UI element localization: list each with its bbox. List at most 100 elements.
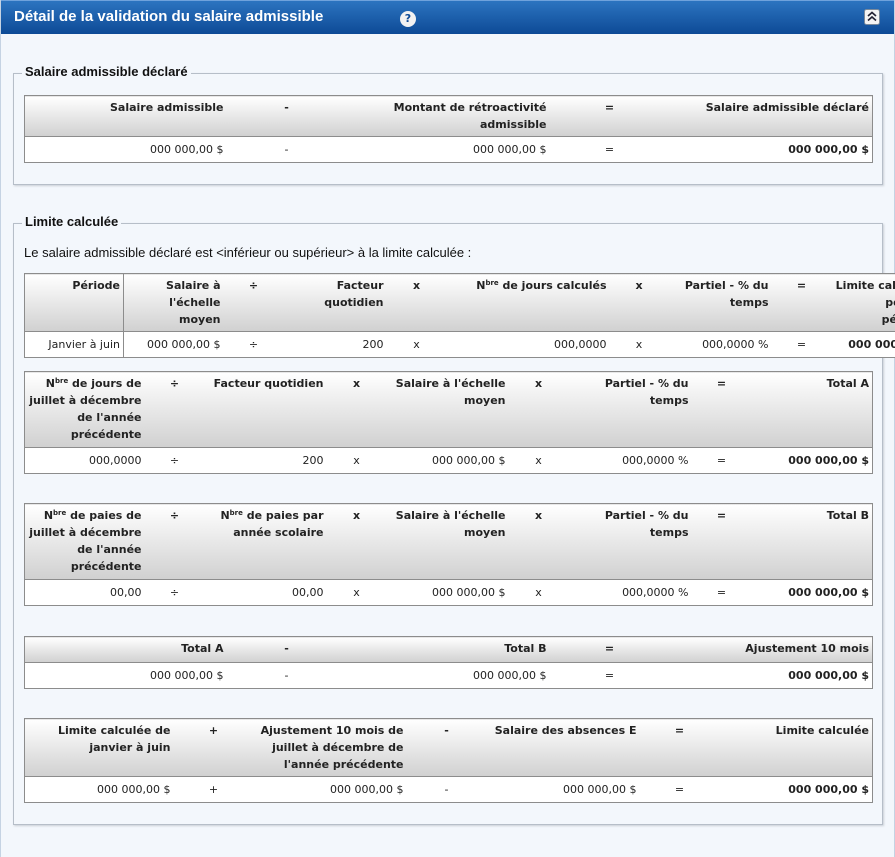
column-header: x: [508, 371, 569, 448]
table-cell: x: [387, 332, 447, 358]
data-row: 00,00 ÷ 00,00 x 000 000,00 $ x 000,0000 % = 000 …: [25, 580, 873, 606]
operator: =: [716, 454, 727, 467]
operator: =: [716, 377, 727, 390]
column-header: Partiel - % du temps: [568, 371, 692, 448]
cell-text: 00,00: [110, 586, 142, 599]
operator: =: [604, 143, 615, 156]
operator: x: [534, 377, 543, 390]
cell-text: 000 000,00 $: [147, 338, 221, 351]
operator: x: [353, 454, 360, 467]
header-row: Total A - Total B = Ajustement 10 mois: [24, 636, 873, 663]
operator: ÷: [169, 586, 180, 599]
operator: =: [674, 724, 685, 737]
header-row: Nbre de jours de juillet à décembre de l…: [24, 371, 873, 448]
table-cell: 000 000,00 $: [254, 777, 407, 803]
header-text: N: [220, 509, 230, 522]
data-table: Total A - Total B = Ajustement 10 mois 000 00…: [24, 636, 873, 689]
column-header: -: [226, 636, 347, 663]
column-header: Salaire à l'échelle moyen: [386, 503, 509, 580]
table-cell: 00,00: [25, 580, 145, 606]
cell-text: Salaire à l'échelle moyen: [395, 509, 506, 539]
table-cell: -: [407, 777, 487, 803]
table-cell: ÷: [145, 580, 205, 606]
data-row: 000 000,00 $ +000 000,00 $ - 000 000,00 $ = 0…: [25, 777, 873, 803]
superscript: bre: [485, 279, 499, 287]
cell-text: Salaire à l'échelle moyen: [166, 279, 221, 326]
operator: x: [535, 454, 542, 467]
operator: =: [796, 279, 807, 292]
table-cell: 000 000,00 $: [720, 777, 873, 803]
operator: x: [635, 279, 643, 292]
column-header: Montant de rétroactivité admissible: [346, 95, 550, 137]
table-cell: 000 000,00 $: [670, 663, 873, 689]
operator: =: [604, 101, 615, 114]
cell-text: Salaire des absences E: [494, 724, 637, 737]
table-cell: 000,0000 %: [569, 580, 692, 606]
operator: -: [284, 642, 289, 655]
cell-text: Salaire admissible déclaré: [705, 101, 869, 114]
column-header: Limite calculée: [719, 718, 873, 777]
table-cell: Janvier à juin: [24, 331, 124, 358]
cell-text: Partiel - % du temps: [684, 279, 769, 309]
cell-text: Limite calculée: [775, 724, 869, 737]
data-row: 000 000,00 $ - 000 000,00 $ = 000 000,00 $: [25, 137, 873, 163]
operator: -: [284, 101, 289, 114]
column-header: Total A: [24, 636, 227, 663]
header-text: de jours de juillet à décembre de l'anné…: [29, 377, 142, 441]
data-row: 000,0000 ÷ 200 x 000 000,00 $ x 000,0000 % = 000…: [25, 448, 873, 474]
cell-text: Ajustement 10 mois: [745, 642, 869, 655]
header-row: Salaire admissible - Montant de rétroactiv…: [24, 95, 873, 137]
cell-text: Limite calculée pour la période: [835, 279, 895, 326]
data-row: Janvier à juin 000 000,00 $ ÷ 200 x 000,0000 x…: [24, 331, 895, 358]
column-header: Ajustement 10 mois de juillet à décembre…: [253, 718, 407, 777]
column-header: Total B: [346, 636, 550, 663]
column-header: Salaire à l'échelle moyen: [386, 371, 509, 448]
operator: ÷: [248, 338, 259, 351]
collapse-button[interactable]: [864, 9, 880, 25]
table-cell: x: [327, 580, 387, 606]
column-header: =: [771, 273, 832, 332]
operator: =: [674, 783, 685, 796]
cell-text: 000 000,00 $: [432, 586, 506, 599]
column-header: ÷: [144, 503, 205, 580]
header-text: N: [476, 279, 486, 292]
table-cell: 000 000,00 $: [347, 137, 550, 163]
table-cell: 000 000,00 $: [25, 137, 227, 163]
data-table: Nbre de jours de juillet à décembre de l…: [24, 371, 873, 474]
operator: -: [284, 143, 289, 156]
cell-text: 000,0000: [89, 454, 142, 467]
title: Détail de la validation du salaire admis…: [14, 8, 324, 25]
table-cell: 000 000,00 $: [670, 137, 873, 163]
column-header: Facteur quotidien: [204, 371, 327, 448]
table-cell: 000 000,00 $: [752, 580, 873, 606]
help-icon[interactable]: ?: [400, 11, 416, 27]
operator: =: [716, 509, 727, 522]
column-header: +: [173, 718, 254, 777]
cell-text: 000 000,00 $: [788, 783, 869, 796]
table-cell: 000,0000: [25, 448, 145, 474]
table-cell: -: [227, 137, 347, 163]
operator: x: [413, 338, 420, 351]
cell-text: 000 000,00 $: [563, 783, 637, 796]
operator: x: [352, 509, 361, 522]
column-header: Nbre de paies par année scolaire: [204, 503, 327, 580]
cell-text: 000 000,00 $: [473, 669, 547, 682]
cell-text: Partiel - % du temps: [604, 509, 689, 539]
operator: +: [208, 724, 219, 737]
column-header: Salaire à l'échelle moyen: [123, 273, 224, 332]
table-cell: 000 000,00 $: [347, 663, 550, 689]
table-cell: =: [550, 663, 670, 689]
header-text: de paies de juillet à décembre de l'anné…: [29, 509, 142, 573]
legend: Limite calculée: [22, 214, 122, 229]
cell-text: Janvier à juin: [48, 338, 120, 351]
cell-text: Facteur quotidien: [213, 377, 324, 390]
operator: +: [208, 783, 219, 796]
column-header: Nbre de paies de juillet à décembre de l…: [24, 503, 145, 580]
operator: x: [353, 586, 360, 599]
cell-text: Total A: [181, 642, 224, 655]
column-header: Période: [24, 273, 124, 332]
cell-text: 000 000,00 $: [788, 669, 869, 682]
table-cell: 000 000,00 $: [387, 580, 509, 606]
cell-text: 00,00: [292, 586, 324, 599]
column-header: Salaire admissible: [24, 95, 227, 137]
